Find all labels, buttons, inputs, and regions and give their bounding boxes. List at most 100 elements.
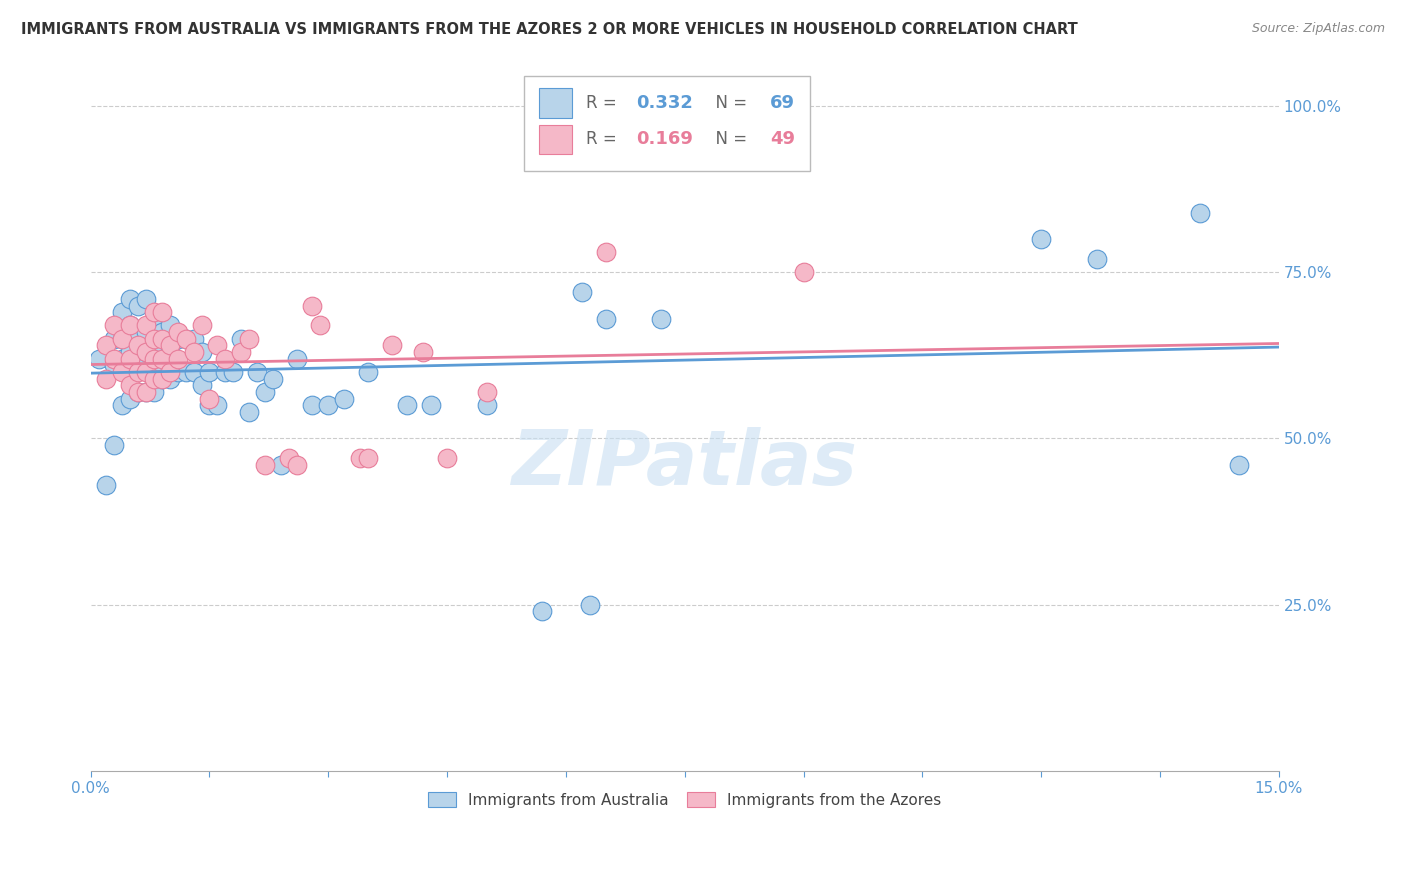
Point — [96, 338, 118, 352]
Point — [214, 365, 236, 379]
Point — [159, 318, 181, 333]
Point — [166, 332, 188, 346]
Point — [127, 384, 149, 399]
Point — [143, 351, 166, 366]
Point — [270, 458, 292, 472]
Point — [111, 351, 134, 366]
Point — [143, 338, 166, 352]
Point — [150, 351, 173, 366]
Point — [127, 299, 149, 313]
Point — [174, 332, 197, 346]
Point — [1227, 458, 1250, 472]
Point — [96, 371, 118, 385]
Legend: Immigrants from Australia, Immigrants from the Azores: Immigrants from Australia, Immigrants fr… — [420, 784, 949, 815]
Point — [111, 332, 134, 346]
Point — [120, 345, 142, 359]
FancyBboxPatch shape — [538, 125, 572, 154]
Point — [120, 318, 142, 333]
Point — [174, 332, 197, 346]
Point — [150, 332, 173, 346]
Point — [127, 332, 149, 346]
Point — [150, 371, 173, 385]
Point — [285, 351, 308, 366]
Point — [174, 365, 197, 379]
Point — [166, 325, 188, 339]
FancyBboxPatch shape — [538, 88, 572, 118]
Point — [135, 318, 157, 333]
Point — [103, 332, 125, 346]
Point — [207, 338, 229, 352]
Point — [159, 371, 181, 385]
Text: 0.169: 0.169 — [636, 130, 693, 148]
Point — [475, 398, 498, 412]
Text: Source: ZipAtlas.com: Source: ZipAtlas.com — [1251, 22, 1385, 36]
Point — [127, 351, 149, 366]
Point — [333, 392, 356, 406]
Point — [222, 365, 245, 379]
Point — [578, 598, 600, 612]
Point — [285, 458, 308, 472]
Point — [183, 332, 205, 346]
Point — [143, 384, 166, 399]
Point — [120, 365, 142, 379]
Text: N =: N = — [704, 94, 752, 112]
Point — [150, 345, 173, 359]
Point — [253, 458, 276, 472]
Point — [207, 398, 229, 412]
Point — [214, 351, 236, 366]
Point — [231, 345, 253, 359]
Point — [111, 305, 134, 319]
Point — [190, 318, 212, 333]
Point — [246, 365, 269, 379]
FancyBboxPatch shape — [524, 77, 810, 170]
Point — [198, 398, 221, 412]
Point — [1031, 232, 1053, 246]
Point — [111, 365, 134, 379]
Point — [111, 332, 134, 346]
Point — [1085, 252, 1108, 266]
Point — [571, 285, 593, 300]
Point — [159, 365, 181, 379]
Point — [357, 365, 380, 379]
Point — [135, 365, 157, 379]
Point — [531, 604, 554, 618]
Text: R =: R = — [586, 94, 621, 112]
Point — [650, 311, 672, 326]
Point — [87, 351, 110, 366]
Point — [159, 345, 181, 359]
Point — [150, 325, 173, 339]
Point — [127, 338, 149, 352]
Text: N =: N = — [704, 130, 752, 148]
Point — [231, 332, 253, 346]
Point — [135, 384, 157, 399]
Point — [238, 405, 260, 419]
Point — [238, 332, 260, 346]
Point — [159, 338, 181, 352]
Point — [475, 384, 498, 399]
Point — [183, 365, 205, 379]
Point — [120, 378, 142, 392]
Point — [135, 292, 157, 306]
Text: IMMIGRANTS FROM AUSTRALIA VS IMMIGRANTS FROM THE AZORES 2 OR MORE VEHICLES IN HO: IMMIGRANTS FROM AUSTRALIA VS IMMIGRANTS … — [21, 22, 1078, 37]
Point — [120, 318, 142, 333]
Point — [198, 365, 221, 379]
Point — [166, 351, 188, 366]
Text: R =: R = — [586, 130, 621, 148]
Point — [301, 299, 323, 313]
Point — [412, 345, 434, 359]
Point — [96, 478, 118, 492]
Point — [277, 451, 299, 466]
Point — [143, 359, 166, 373]
Point — [135, 345, 157, 359]
Point — [135, 325, 157, 339]
Point — [143, 305, 166, 319]
Text: ZIPatlas: ZIPatlas — [512, 426, 858, 500]
Point — [127, 384, 149, 399]
Text: 0.332: 0.332 — [636, 94, 693, 112]
Point — [198, 392, 221, 406]
Text: 69: 69 — [770, 94, 796, 112]
Point — [135, 384, 157, 399]
Point — [396, 398, 419, 412]
Point — [595, 245, 617, 260]
Point — [143, 371, 166, 385]
